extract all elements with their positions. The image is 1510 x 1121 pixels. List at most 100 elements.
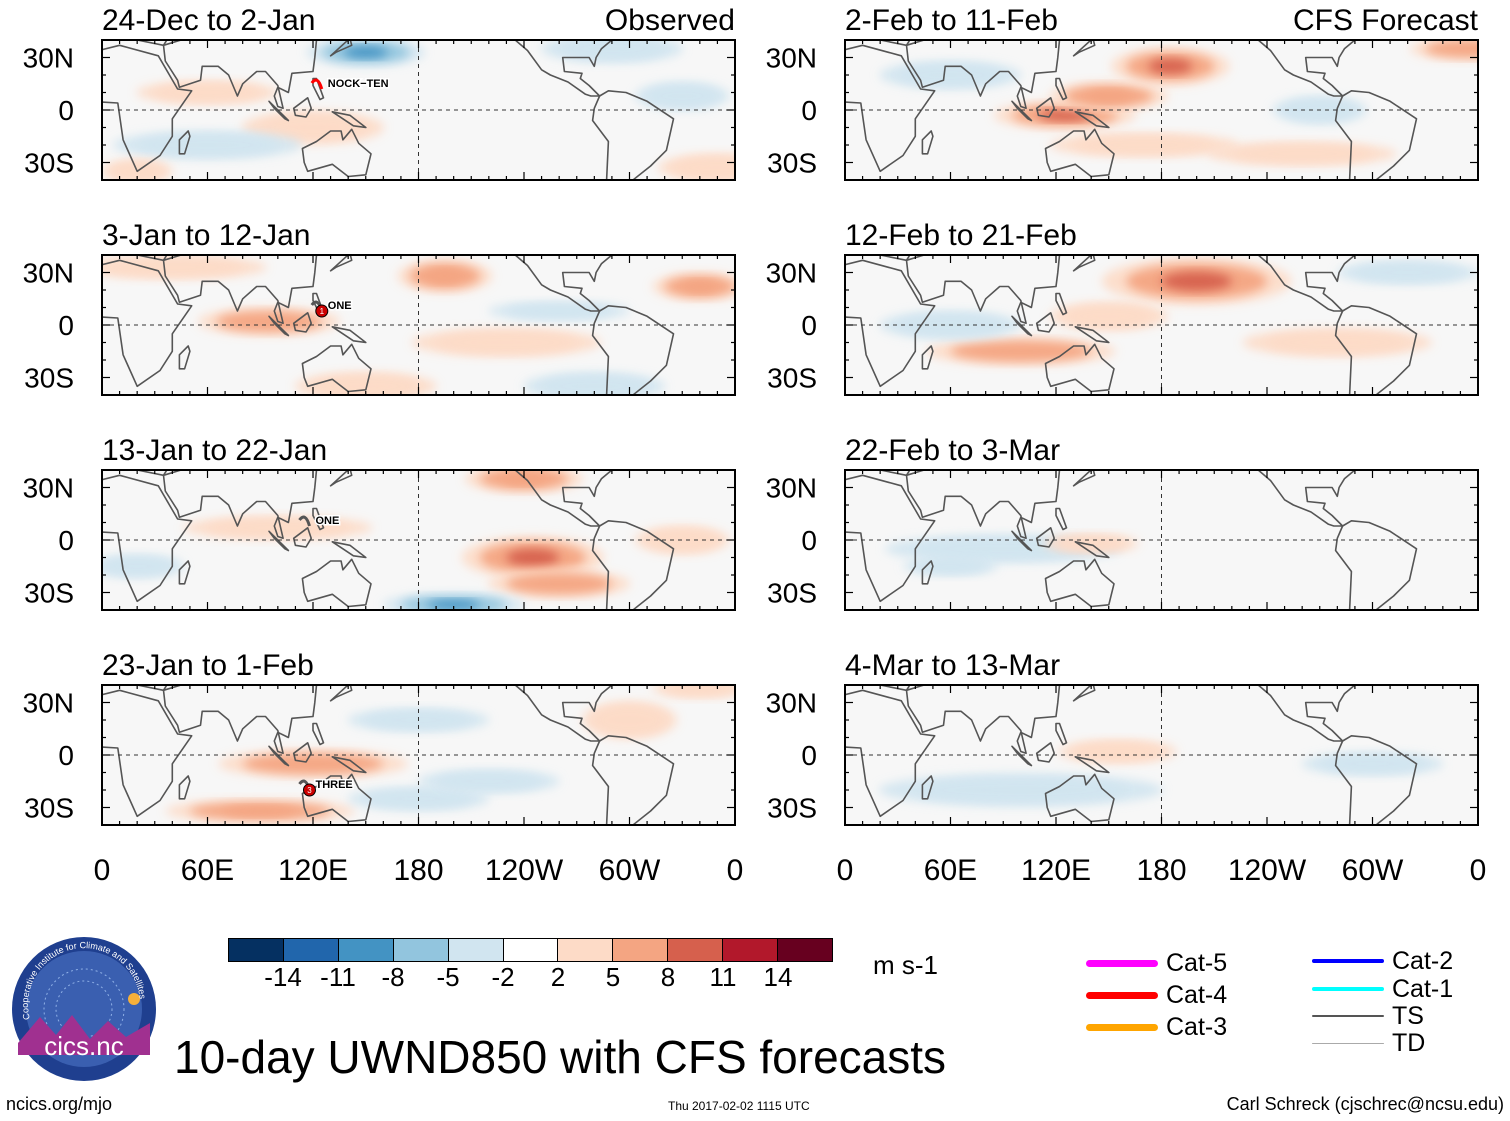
- anomaly-core: [1161, 271, 1232, 291]
- coastline-asia: [905, 685, 1061, 755]
- lat-label: 30S: [767, 793, 817, 824]
- anomaly-core: [427, 269, 463, 283]
- anomaly-field: [1354, 263, 1461, 282]
- coastline-madagascar: [178, 130, 191, 155]
- coastline-newguinea: [1074, 755, 1110, 774]
- coastline-philippines: [1055, 292, 1068, 316]
- legend-entry-cat-4: Cat-4: [1086, 980, 1227, 1010]
- legend-line-swatch: [1312, 987, 1384, 991]
- lat-label: 30S: [767, 148, 817, 179]
- legend-label: Cat-3: [1166, 1012, 1228, 1041]
- coastline-newguinea: [331, 755, 367, 774]
- panel-period-title: 24-Dec to 2-Jan: [102, 4, 315, 37]
- coastline-samerica: [591, 304, 675, 395]
- storm-name-label: THREE: [315, 779, 352, 791]
- colorbar: [228, 938, 833, 962]
- lon-label: 180: [1136, 854, 1186, 887]
- anomaly-field: [1056, 536, 1127, 551]
- colorbar-ticks: -14 -11 -8 -5 -2 2 5 8 11 14: [228, 962, 833, 996]
- legend-label: Cat-2: [1392, 946, 1454, 975]
- lat-label: 30N: [23, 258, 74, 289]
- coastline-japan: [1072, 685, 1096, 702]
- map-panel-obs-1: NOCK−TEN 30N 0 30S 24-Dec to 2-Jan Observed: [23, 4, 736, 181]
- lon-label: 120W: [1228, 854, 1307, 887]
- anomaly-core: [506, 548, 560, 567]
- coastline-asia: [162, 685, 318, 755]
- lon-label: 120W: [485, 854, 564, 887]
- anomaly-field: [1425, 40, 1478, 58]
- coastline-asia: [905, 255, 1061, 325]
- legend-entry-cat-5: Cat-5: [1086, 948, 1227, 978]
- coastline-madagascar: [921, 775, 934, 800]
- coastline-borneo: [1035, 741, 1055, 763]
- legend-label: TD: [1392, 1028, 1426, 1057]
- map-panel-fcst-2: 30N 0 30S 12-Feb to 21-Feb: [766, 219, 1479, 396]
- colorbar-swatch: [448, 939, 504, 961]
- coastline-philippines: [312, 77, 325, 101]
- coastline-samerica: [591, 734, 675, 825]
- anomaly-field: [436, 772, 542, 790]
- anomaly-field: [1231, 145, 1373, 163]
- lat-label: 30N: [766, 473, 817, 504]
- storm-track: [298, 515, 311, 527]
- coastline-namerica: [514, 470, 613, 527]
- colorbar-tick-label: 5: [605, 962, 621, 992]
- observed-column-header: Observed: [605, 4, 735, 37]
- colorbar-swatch: [283, 939, 339, 961]
- lat-label: 30N: [23, 688, 74, 719]
- coastline-asia: [162, 40, 318, 110]
- coastline-japan: [1072, 40, 1096, 57]
- legend-line-swatch: [1086, 991, 1158, 999]
- lat-label: 0: [801, 525, 817, 556]
- legend-label: Cat-1: [1392, 974, 1454, 1003]
- anomaly-field: [594, 706, 665, 734]
- coastline-japan: [329, 470, 353, 487]
- legend-label: TS: [1392, 1001, 1424, 1030]
- coastline-samerica: [591, 519, 675, 610]
- anomaly-field: [1267, 332, 1408, 353]
- coastline-asia: [905, 470, 1061, 540]
- coastline-newguinea: [1074, 540, 1110, 559]
- lon-label: 60E: [181, 854, 234, 887]
- panel-period-title: 2-Feb to 11-Feb: [845, 4, 1058, 37]
- coastline-africa: [102, 689, 193, 818]
- panel-period-title: 3-Jan to 12-Jan: [102, 219, 310, 252]
- lon-label: 60W: [1342, 854, 1404, 887]
- lon-label: 180: [393, 854, 443, 887]
- timestamp: Thu 2017-02-02 1115 UTC: [668, 1099, 810, 1113]
- anomaly-field: [207, 519, 349, 537]
- coastline-japan: [329, 255, 353, 272]
- coastline-madagascar: [178, 775, 191, 800]
- anomaly-field: [950, 340, 1092, 362]
- coastline-asia: [162, 470, 318, 540]
- panel-period-title: 13-Jan to 22-Jan: [102, 434, 327, 467]
- colorbar-swatch: [558, 939, 614, 961]
- anomaly-core: [1148, 58, 1193, 74]
- anomaly-field: [1064, 305, 1153, 327]
- lat-label: 30N: [766, 258, 817, 289]
- coastline-australia: [1044, 343, 1115, 393]
- colorbar-tick-label: -5: [436, 962, 460, 992]
- lat-label: 0: [801, 95, 817, 126]
- anomaly-field: [102, 557, 173, 575]
- website-link[interactable]: ncics.org/mjo: [6, 1094, 113, 1114]
- cics-logo: Cooperative Institute for Climate and Sa…: [12, 937, 156, 1081]
- lat-label: 30N: [23, 473, 74, 504]
- coastline-borneo: [292, 741, 313, 763]
- colorbar-swatch: [503, 939, 559, 961]
- coastline-samerica: [591, 90, 675, 180]
- map-panel-obs-2: 1 ONE 30N 0 30S 3-Jan to 12-Jan: [23, 219, 736, 396]
- storm-name-label: ONE: [315, 515, 339, 527]
- coastline-namerica: [1257, 255, 1356, 312]
- coastline-africa: [845, 259, 936, 388]
- coastline-sumatra: [268, 100, 290, 122]
- colorbar-tick-label: 2: [550, 962, 566, 992]
- storm-track: [310, 78, 324, 90]
- coastline-borneo: [292, 311, 313, 333]
- coastline-newguinea: [331, 325, 367, 344]
- map-panel-fcst-1: 30N 0 30S 2-Feb to 11-Feb CFS Forecast: [766, 4, 1479, 181]
- anomaly-field: [137, 134, 278, 156]
- coastline-newguinea: [331, 540, 367, 559]
- coastline-australia: [301, 558, 372, 608]
- coastline-sumatra: [1011, 315, 1033, 337]
